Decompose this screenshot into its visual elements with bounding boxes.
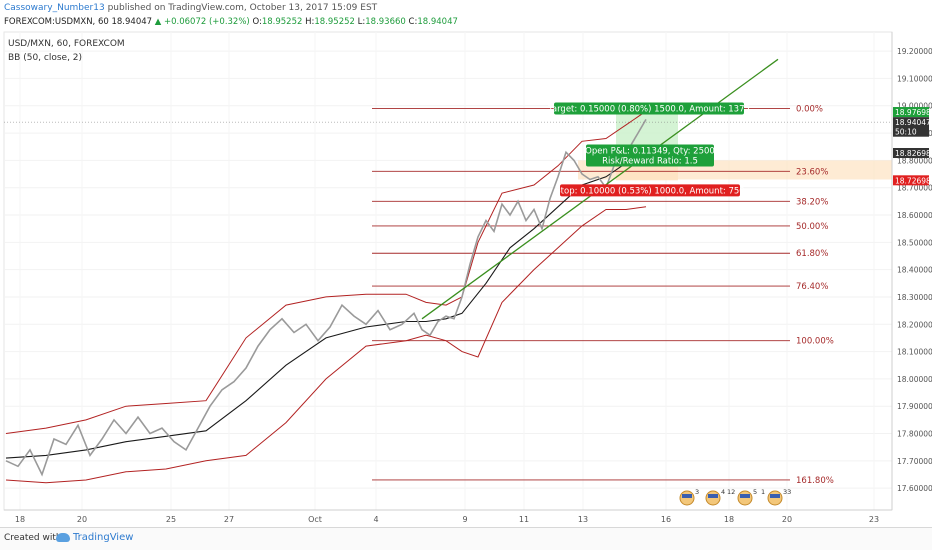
x-tick-label: 4 [373,515,378,524]
low-value: 18.93660 [365,17,406,27]
price-tag-bg [893,126,929,137]
x-tick-label: 13 [578,515,588,524]
event-count: 3 [695,488,699,496]
cloud-icon [56,533,70,542]
author-link[interactable]: Cassowary_Number13 [4,3,105,13]
x-tick-label: 23 [869,515,879,524]
price-chart[interactable]: 0.00% 23.60% 38.20% 50.00% 61.80% 76.40% 100.0… [0,30,932,527]
x-tick-label: 20 [782,515,792,524]
price-line [5,118,647,477]
fib-level-label: 100.00% [796,337,834,347]
price-tag-bg [893,148,929,159]
price-tag-text: 18.72698 [895,176,931,185]
event-count: 1 [761,488,765,496]
y-tick-label: 18.60000 [897,211,932,220]
y-tick-label: 17.90000 [897,402,932,411]
tradingview-brand[interactable]: TradingView [56,532,133,543]
last-price: 18.94047 [111,17,153,27]
x-tick-label: 18 [724,515,734,524]
brand-text: TradingView [73,532,134,543]
x-tick-label: Oct [308,515,322,524]
position-labels: Target: 0.15000 (0.80%) 1500.0, Amount: … [547,102,750,197]
fib-level-label: 161.80% [796,476,834,486]
y-tick-label: 19.20000 [897,47,932,56]
fib-level-label: 61.80% [796,249,828,259]
stop-label-bg [560,184,740,197]
y-tick-label: 18.70000 [897,184,932,193]
pnl-label-text: Open P&L: 0.11349, Qty: 2500 [585,146,715,156]
event-markers[interactable]: 3 4 12 5 1 33 [679,488,791,506]
price-tag-bg [893,117,929,128]
y-tick-label: 18.40000 [897,266,932,275]
fib-level-label: 23.60% [796,167,828,177]
x-tick-label: 25 [166,515,176,524]
x-tick-label: 9 [462,515,467,524]
target-label-text: Target: 0.15000 (0.80%) 1500.0, Amount: … [547,104,750,114]
bb-lower-band [5,206,647,484]
y-tick-label: 18.30000 [897,293,932,302]
open-value: 18.95252 [261,17,303,27]
symbol-text: FOREXCOM:USDMXN, 60 [4,17,109,27]
flag-stripe-icon [770,494,780,498]
footer: Created with TradingView [0,527,932,550]
up-arrow-icon: ▲ [154,17,162,27]
flag-stripe-icon [682,494,692,498]
high-value: 18.95252 [314,17,355,27]
event-count: 33 [783,488,791,496]
x-tick-label: 20 [77,515,87,524]
high-label: H: [305,17,315,27]
y-tick-label: 18.80000 [897,156,932,165]
time-axis[interactable]: 18 20 25 27 Oct 4 9 11 13 16 18 20 23 [4,509,892,524]
close-value: 18.94047 [417,17,458,27]
x-tick-label: 11 [519,515,529,524]
legend-symbol: USD/MXN, 60, FOREXCOM [8,39,125,49]
x-tick-label: 27 [224,515,234,524]
change-text: +0.06072 (+0.32%) [164,17,250,27]
published-text: published on TradingView.com, October 13… [107,3,378,13]
y-tick-label: 18.10000 [897,348,932,357]
legend-indicator: BB (50, close, 2) [8,53,82,63]
event-count: 5 [753,488,757,496]
price-tag-bg [893,107,929,118]
price-axis[interactable]: 19.2000019.1000019.0000018.9000018.80000… [891,32,932,510]
ohlc-bar: FOREXCOM:USDMXN, 60 18.94047 ▲ +0.06072 … [4,17,458,27]
price-tag-bg [893,175,929,186]
y-tick-label: 18.50000 [897,238,932,247]
close-label: C: [408,17,418,27]
event-count: 4 [721,488,725,496]
bb-upper-band [5,110,647,434]
price-tag-text: 18.82698 [895,149,931,158]
y-tick-label: 17.80000 [897,430,932,439]
fib-level-label: 38.20% [796,197,828,207]
fib-level-label: 50.00% [796,222,828,232]
plot-area [3,31,893,511]
flag-stripe-icon [708,494,718,498]
fib-level-label: 76.40% [796,282,828,292]
y-tick-label: 19.00000 [897,102,932,111]
price-tag-text: 50:10 [895,128,917,137]
y-tick-label: 18.00000 [897,375,932,384]
x-tick-label: 18 [15,515,25,524]
low-label: L: [357,17,366,27]
flag-stripe-icon [740,494,750,498]
pnl-label-bg [586,144,714,167]
open-label: O: [252,17,262,27]
chart-header: Cassowary_Number13 published on TradingV… [0,0,932,30]
created-with-text: Created with [4,533,62,543]
stop-label-text: Stop: 0.10000 (0.53%) 1000.0, Amount: 75… [555,186,744,196]
price-tag-text: 18.97698 [895,108,931,117]
y-tick-label: 17.60000 [897,484,932,493]
y-tick-label: 18.20000 [897,320,932,329]
x-tick-label: 16 [661,515,671,524]
publish-info: Cassowary_Number13 published on TradingV… [4,3,377,13]
event-count: 12 [727,488,735,496]
y-tick-label: 17.70000 [897,457,932,466]
price-tag-text: 18.94047 [895,118,931,127]
fib-level-label: 0.00% [796,104,823,114]
y-tick-label: 19.10000 [897,74,932,83]
pnl-label-text: Risk/Reward Ratio: 1.5 [602,156,698,166]
target-label-bg [554,102,744,115]
